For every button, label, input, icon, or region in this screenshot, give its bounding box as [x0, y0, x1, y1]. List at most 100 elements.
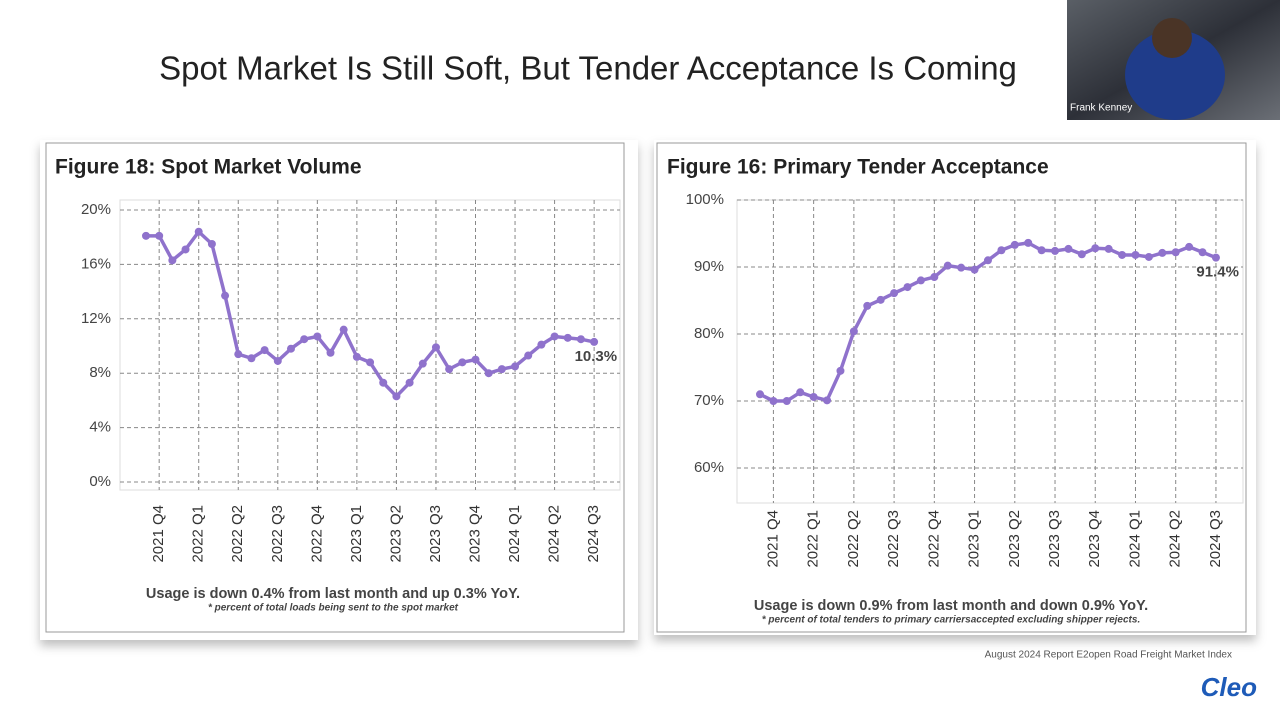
marker — [1064, 244, 1073, 253]
x-tick-label: 2024 Q3 — [585, 505, 602, 563]
x-tick-label: 2024 Q1 — [1126, 510, 1143, 568]
marker — [484, 369, 493, 378]
marker — [524, 351, 533, 360]
data-label: 10.3% — [575, 348, 618, 365]
marker — [392, 392, 401, 401]
marker — [983, 256, 992, 265]
marker — [497, 365, 506, 374]
marker — [286, 344, 295, 353]
y-tick-label: 80% — [694, 325, 724, 342]
marker — [970, 265, 979, 274]
marker — [590, 337, 599, 346]
marker — [796, 388, 805, 397]
marker — [181, 245, 190, 254]
slide-title: Spot Market Is Still Soft, But Tender Ac… — [159, 50, 1017, 87]
marker — [1158, 248, 1167, 257]
marker — [1010, 240, 1019, 249]
marker — [247, 354, 256, 363]
marker — [168, 256, 177, 265]
x-tick-label: 2021 Q4 — [150, 505, 167, 563]
marker — [418, 359, 427, 368]
plot-area — [736, 199, 1244, 504]
marker — [379, 378, 388, 387]
x-tick-label: 2022 Q2 — [229, 505, 246, 563]
marker — [782, 397, 791, 405]
chart-title: Figure 18: Spot Market Volume — [55, 156, 362, 179]
x-tick-label: 2023 Q3 — [1046, 510, 1063, 568]
marker — [930, 273, 939, 282]
marker — [1024, 238, 1033, 247]
marker — [563, 333, 572, 342]
y-tick-label: 100% — [686, 191, 724, 208]
y-tick-label: 8% — [89, 364, 111, 381]
note: * percent of total loads being sent to t… — [208, 603, 459, 614]
y-tick-label: 90% — [694, 258, 724, 275]
marker — [943, 261, 952, 270]
marker — [809, 392, 818, 401]
y-tick-label: 60% — [694, 459, 724, 476]
marker — [511, 362, 520, 371]
marker — [1144, 252, 1153, 261]
marker — [234, 350, 243, 359]
marker — [769, 397, 778, 405]
marker — [445, 365, 454, 374]
marker — [916, 276, 925, 285]
chart-title: Figure 16: Primary Tender Acceptance — [667, 156, 1049, 179]
marker — [221, 291, 230, 300]
x-tick-label: 2022 Q2 — [845, 510, 862, 568]
marker — [1051, 246, 1060, 255]
marker — [352, 352, 361, 361]
x-tick-label: 2022 Q4 — [308, 505, 325, 563]
marker — [207, 240, 216, 248]
y-tick-label: 20% — [81, 201, 111, 218]
marker — [458, 358, 467, 367]
marker — [1131, 250, 1140, 259]
marker — [194, 227, 203, 236]
marker — [300, 335, 309, 344]
x-tick-label: 2024 Q2 — [546, 505, 563, 563]
x-tick-label: 2024 Q1 — [506, 505, 523, 563]
x-tick-label: 2023 Q4 — [466, 505, 483, 563]
marker — [537, 340, 546, 349]
marker — [1077, 250, 1086, 259]
marker — [260, 346, 269, 355]
marker — [1118, 250, 1127, 259]
marker — [863, 301, 872, 310]
marker — [405, 378, 414, 387]
plot-area — [119, 199, 621, 491]
marker — [1185, 242, 1194, 251]
marker — [997, 246, 1006, 255]
y-tick-label: 16% — [81, 255, 111, 272]
marker — [431, 343, 440, 352]
marker — [903, 283, 912, 292]
x-tick-label: 2022 Q4 — [925, 510, 942, 568]
logo: Cleo — [1201, 672, 1257, 702]
note: * percent of total tenders to primary ca… — [762, 615, 1140, 626]
x-tick-label: 2021 Q4 — [764, 510, 781, 568]
x-tick-label: 2022 Q3 — [885, 510, 902, 568]
x-tick-label: 2023 Q2 — [1006, 510, 1023, 568]
y-tick-label: 4% — [89, 419, 111, 436]
marker — [1171, 248, 1180, 257]
x-tick-label: 2023 Q1 — [966, 510, 983, 568]
caption: Usage is down 0.9% from last month and d… — [754, 598, 1148, 614]
y-tick-label: 70% — [694, 392, 724, 409]
marker — [890, 289, 899, 298]
marker — [471, 355, 480, 364]
x-tick-label: 2024 Q3 — [1207, 510, 1224, 568]
marker — [313, 332, 322, 341]
marker — [273, 356, 282, 365]
marker — [339, 325, 348, 334]
marker — [849, 327, 858, 336]
marker — [823, 396, 832, 405]
marker — [1091, 244, 1100, 253]
marker — [876, 295, 885, 304]
video-person-head — [1152, 18, 1192, 58]
marker — [550, 332, 559, 341]
marker — [576, 335, 585, 344]
marker — [836, 366, 845, 375]
x-tick-label: 2023 Q1 — [348, 505, 365, 563]
marker — [326, 348, 335, 357]
x-tick-label: 2023 Q3 — [427, 505, 444, 563]
